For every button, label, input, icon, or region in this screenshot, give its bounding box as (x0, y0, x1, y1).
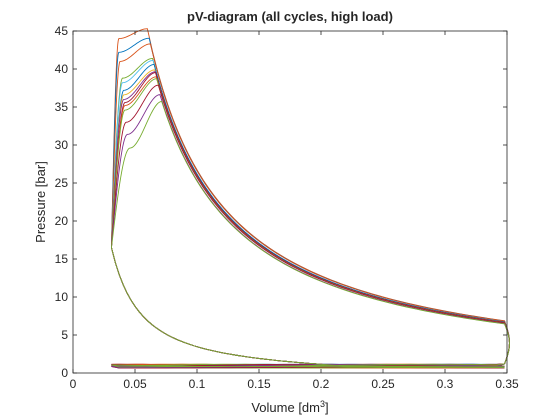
y-tick-label: 10 (55, 290, 69, 304)
x-tick-label: 0.2 (313, 377, 330, 391)
chart-title: pV-diagram (all cycles, high load) (187, 9, 393, 24)
ticks-layer: 0 0.05 0.1 0.15 0.2 0.25 0.3 0.35 0 5 10 15 20 25 30 35… (55, 24, 519, 391)
series-layer (110, 28, 510, 369)
x-tick-label: 0 (70, 377, 77, 391)
y-tick-label: 20 (55, 214, 69, 228)
x-tick-label: 0.15 (247, 377, 271, 391)
x-tick-label: 0.3 (437, 377, 454, 391)
axes-box (72, 30, 508, 374)
x-axis-label-suffix: ] (325, 400, 329, 415)
plot-area (73, 31, 507, 373)
y-tick-label: 45 (55, 24, 69, 38)
x-axis-label-main: Volume [dm (251, 400, 320, 415)
x-tick-label: 0.25 (371, 377, 395, 391)
y-tick-label: 0 (61, 366, 68, 380)
axes-layer (72, 30, 508, 374)
x-tick-label: 0.05 (123, 377, 147, 391)
y-tick-label: 35 (55, 100, 69, 114)
y-tick-label: 5 (61, 328, 68, 342)
series-line (110, 100, 510, 369)
x-axis-label-superscript: 3 (320, 399, 325, 409)
x-tick-label: 0.1 (189, 377, 206, 391)
y-tick-label: 30 (55, 138, 69, 152)
x-axis-label: Volume [dm3] (251, 399, 328, 415)
y-tick-label: 40 (55, 62, 69, 76)
y-tick-label: 25 (55, 176, 69, 190)
y-tick-label: 15 (55, 252, 69, 266)
x-tick-label: 0.35 (495, 377, 519, 391)
y-axis-label: Pressure [bar] (33, 161, 48, 243)
